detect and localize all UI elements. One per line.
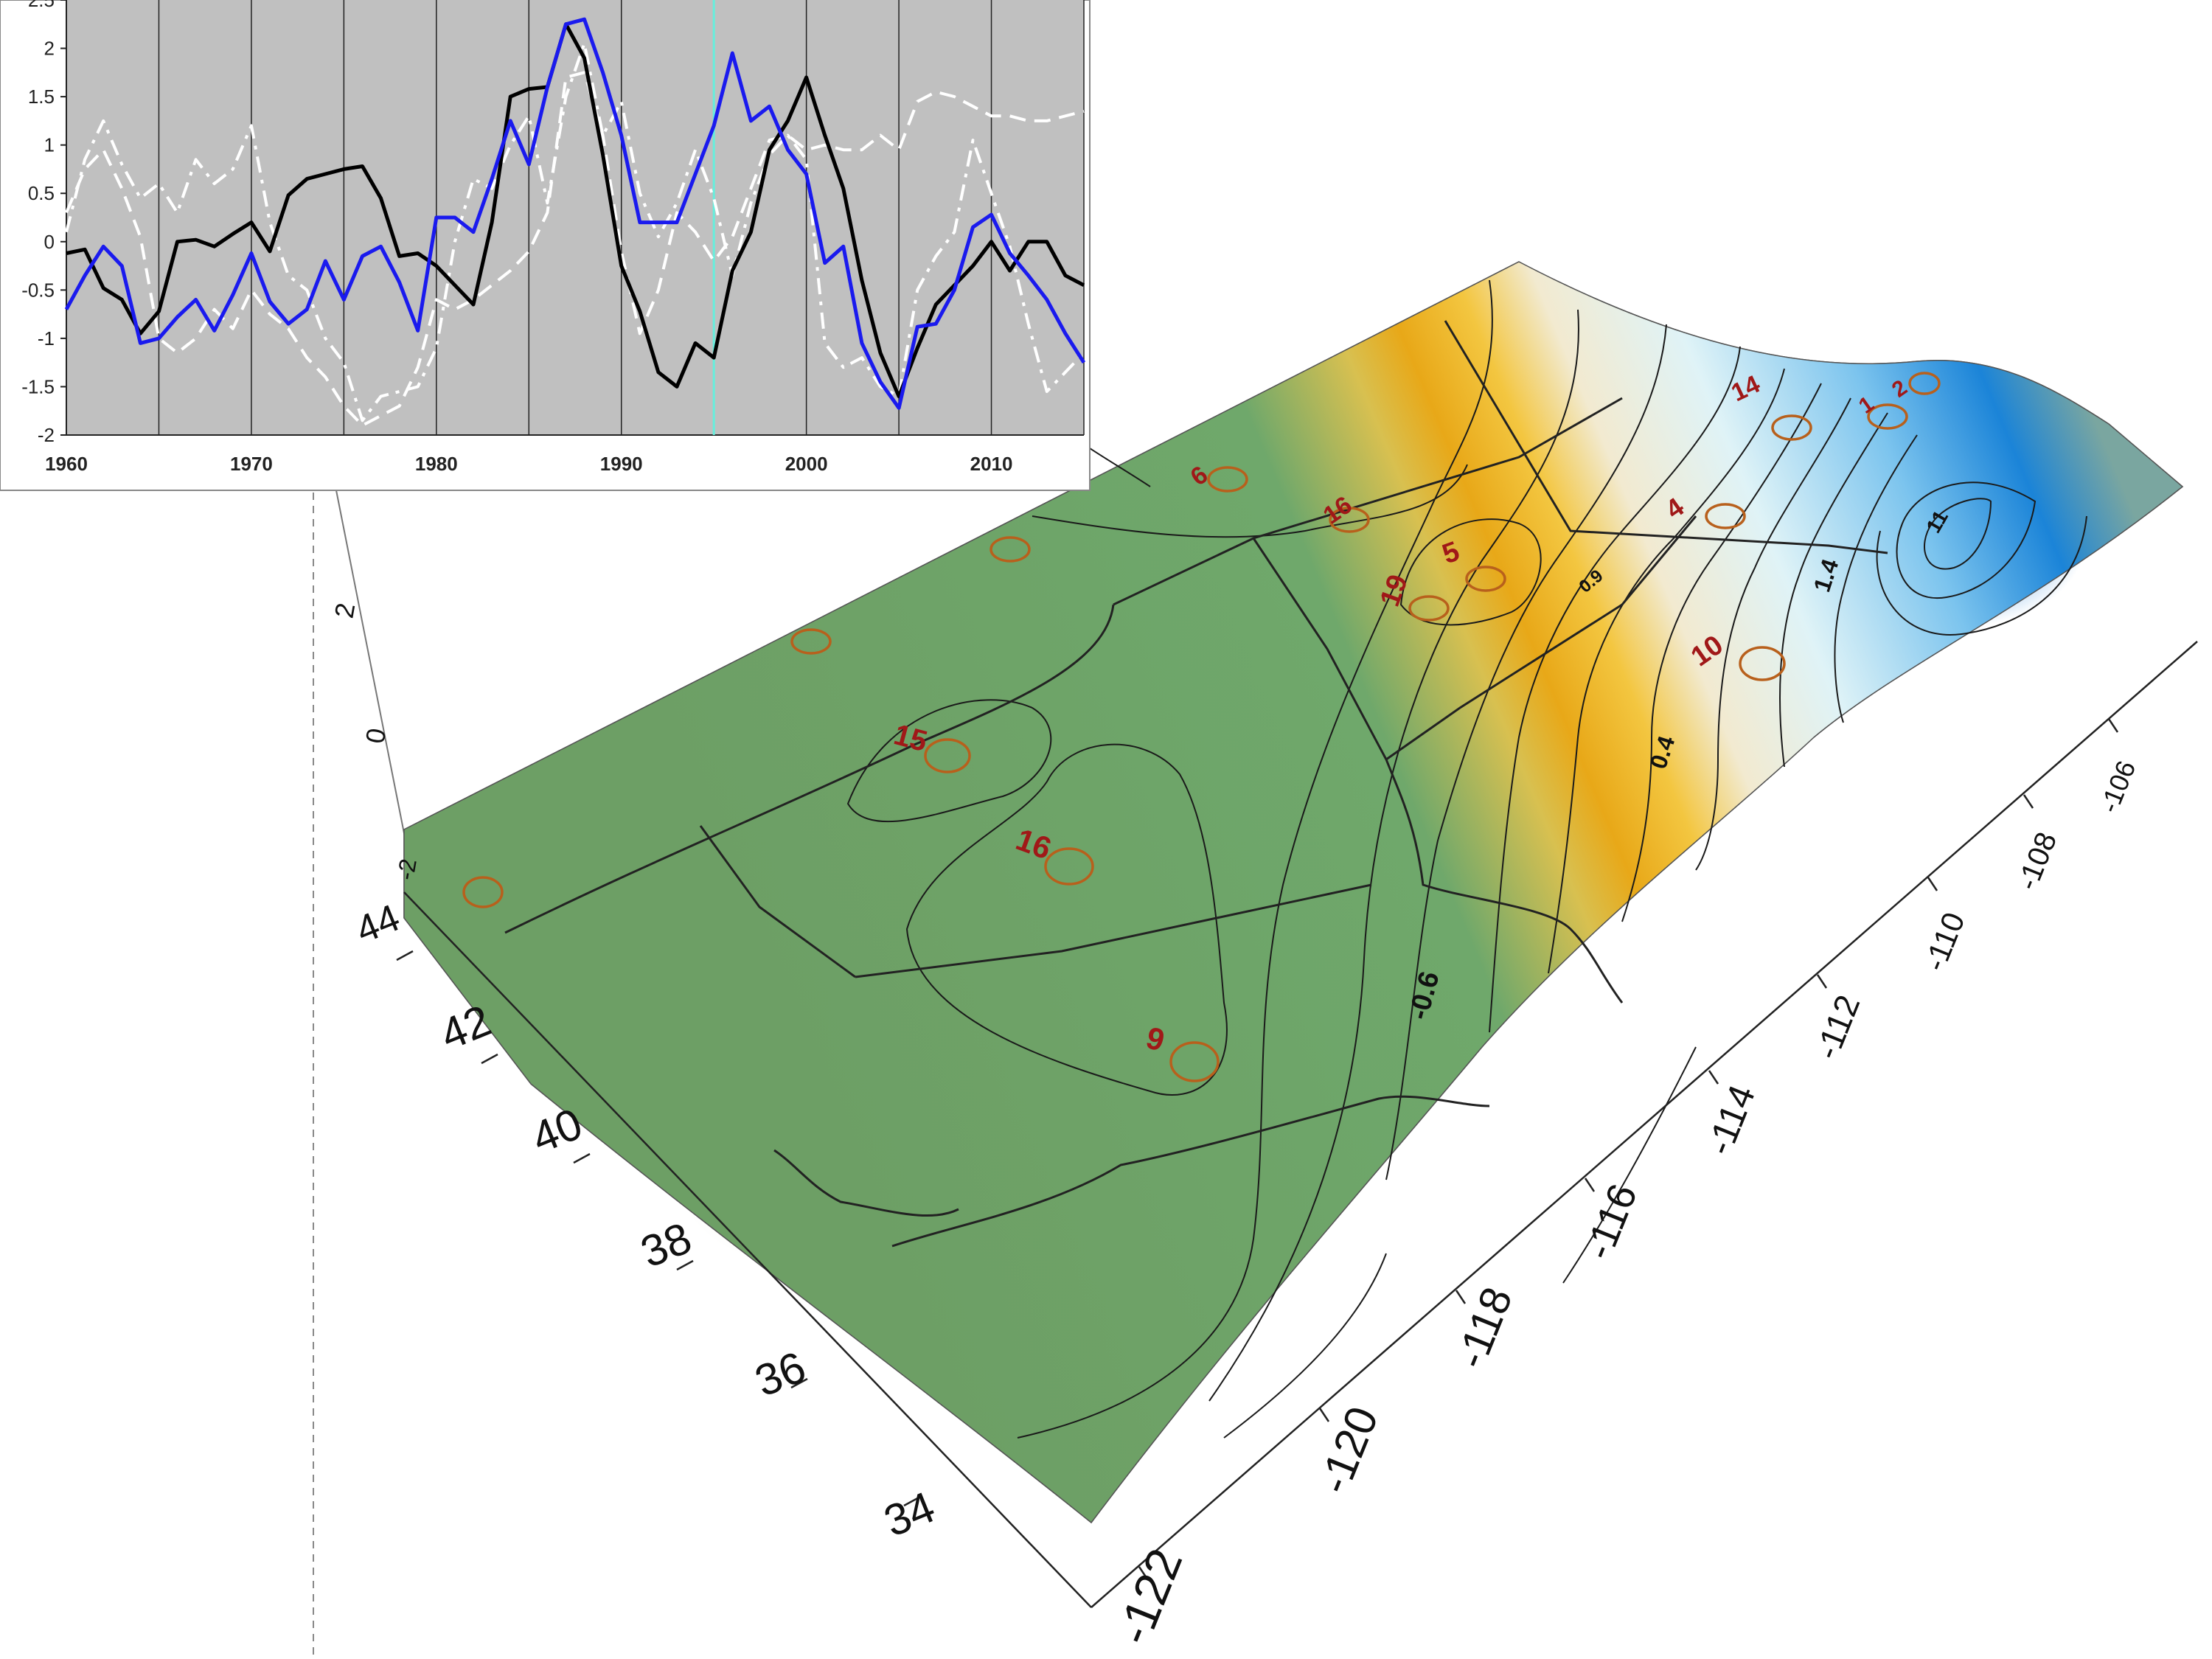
inset-y-tick-label: 1.5 [28,86,55,108]
inset-y-tick-label: 0 [44,231,55,253]
lon-tick [1138,1566,1150,1581]
inset-y-tick-label: -0.5 [21,279,55,301]
inset-line-chart: -2 -1.5 -1 -0.5 0 0.5 1 1.5 2 2.5 1960 1970 1980 199… [0,0,1091,491]
lat-tick [481,1053,498,1065]
lon-tick-label: -120 [1309,1399,1388,1500]
inset-x-tick-label: 1960 [45,453,88,475]
site-marker [990,536,1031,563]
lon-tick [2107,718,2119,733]
site-marker [1771,414,1812,441]
inset-y-tick-label: 2.5 [28,0,55,11]
lon-tick [1584,1178,1596,1192]
latitude-tick-marks [396,950,921,1507]
lat-tick-label: 38 [634,1213,698,1277]
lat-tick [790,1377,808,1389]
inset-series-line-0 [66,22,1085,399]
state-boundaries [504,320,1888,1248]
inset-y-tick-label: 2 [44,38,55,60]
site-marker [1044,847,1094,886]
lon-tick [1455,1290,1467,1304]
longitude-tick-marks [1138,718,2119,1581]
inset-y-tick-labels: -2 -1.5 -1 -0.5 0 0.5 1 1.5 2 2.5 [21,0,55,446]
z-axis-line [335,486,406,841]
inset-x-tick-label: 1990 [600,453,643,475]
inset-plot-area [66,0,1084,435]
lon-tick [1927,877,1938,891]
lon-tick [1708,1070,1719,1085]
lon-tick-label: -118 [1447,1281,1522,1375]
site-marker [1867,403,1908,430]
inset-y-tick-label: -1 [38,327,55,349]
site-marker [1408,595,1450,622]
inset-x-tick-label: 2010 [970,453,1013,475]
site-marker [462,876,504,908]
lon-tick-label: -112 [1807,990,1867,1065]
lat-tick [396,950,414,961]
inset-series [64,17,1086,427]
inset-x-tick-label: 1970 [230,453,273,475]
site-marker [1908,372,1941,395]
site-marker [1465,566,1506,592]
z-tick-label: 2 [329,601,361,621]
lon-tick-label: -116 [1576,1178,1646,1266]
lat-tick-label: 34 [877,1482,942,1546]
lon-tick [1816,974,1828,989]
site-markers [462,372,1941,1082]
inset-y-tick-label: 0.5 [28,182,55,204]
inset-series-line-2 [65,71,1085,427]
inset-y-tick-label: -1.5 [21,375,55,397]
lat-tick-label: 44 [350,897,406,952]
inset-y-tick-label: 1 [44,134,55,156]
lat-tick [903,1495,921,1507]
site-marker [1705,503,1746,529]
site-marker [1739,646,1786,681]
site-marker [1207,466,1248,493]
lat-tick-label: 36 [748,1342,813,1406]
inset-grid [60,0,1085,436]
lon-tick [2023,794,2034,809]
inset-y-tick-label: -2 [38,424,55,446]
z-tick-label: 0 [360,726,392,746]
lon-tick-label: -122 [1105,1541,1192,1652]
lon-tick-label: -110 [1917,908,1972,976]
lon-tick-label: -108 [2011,828,2064,895]
lon-tick-label: -114 [1698,1079,1763,1161]
inset-series-line-3 [65,42,1085,422]
site-marker [1169,1041,1220,1082]
site-marker [790,628,832,655]
lat-tick [573,1152,591,1164]
site-marker [1329,507,1370,533]
lon-tick-label: -106 [2093,757,2141,817]
lat-tick [676,1259,694,1271]
site-marker [924,738,971,773]
lon-tick [1318,1408,1330,1422]
inset-x-tick-labels: 1960 1970 1980 1990 2000 2010 [45,453,1012,475]
inset-x-tick-label: 1980 [415,453,458,475]
inset-x-tick-label: 2000 [785,453,828,475]
z-tick-label: -2 [392,857,421,882]
inset-series-line-1 [64,17,1086,410]
contour-lines [846,279,2087,1439]
